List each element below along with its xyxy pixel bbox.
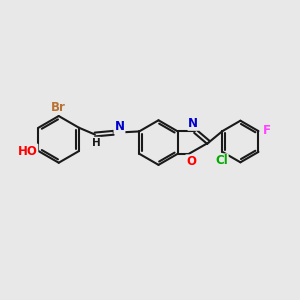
Text: F: F <box>263 124 272 136</box>
Text: H: H <box>92 138 100 148</box>
Text: Cl: Cl <box>215 154 228 167</box>
Text: N: N <box>115 120 124 134</box>
Text: O: O <box>186 155 196 168</box>
Text: N: N <box>188 117 198 130</box>
Text: HO: HO <box>17 145 38 158</box>
Text: Br: Br <box>51 100 66 114</box>
